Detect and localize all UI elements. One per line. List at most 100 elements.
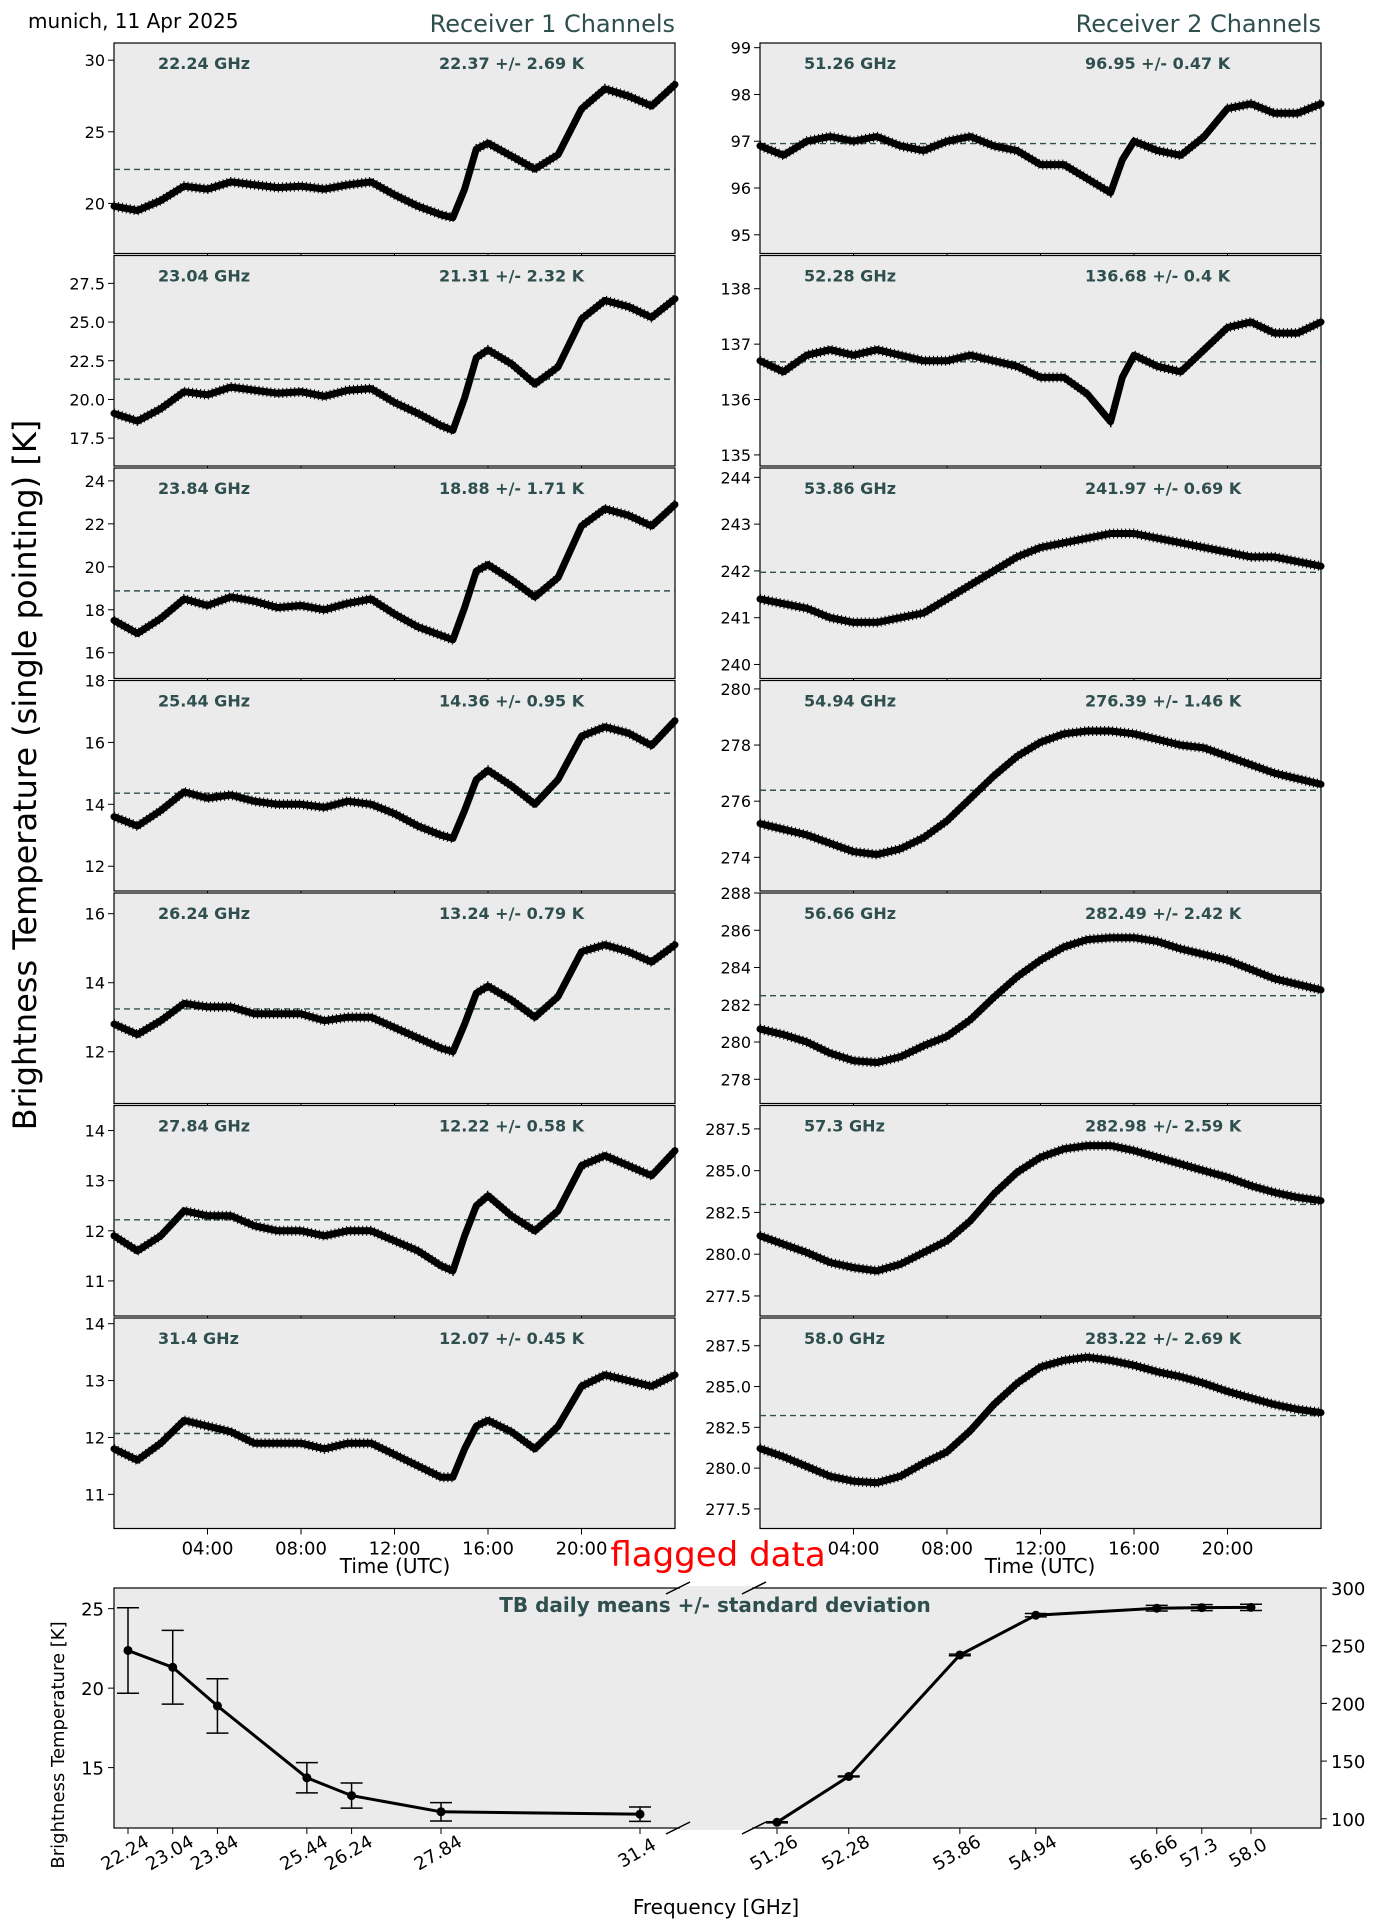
y-tick-label: 12 — [85, 1428, 105, 1447]
mean-point — [772, 1817, 782, 1827]
mean-point — [1152, 1603, 1162, 1613]
y-tick-label: 15 — [81, 1759, 104, 1780]
x-tick-label: 25.44 — [277, 1831, 332, 1875]
series-scatter — [113, 716, 676, 836]
x-tick-label: 27.84 — [411, 1831, 466, 1875]
panel-53-86-GHz: 240 241 242 243 244 53.86 GHz 241.97 +/- 0.69 … — [720, 467, 1325, 685]
x-tick-label: 52.28 — [818, 1831, 873, 1875]
y-tick-label: 250 — [1331, 1637, 1365, 1658]
y-tick-label: 25 — [81, 1600, 104, 1621]
stats-label: 282.98 +/- 2.59 K — [1085, 1117, 1242, 1136]
receiver1-title: Receiver 1 Channels — [430, 10, 675, 38]
summary-title: TB daily means +/- standard deviation — [499, 1593, 931, 1617]
series-line — [110, 941, 679, 1056]
mean-point — [1246, 1602, 1256, 1612]
series-line — [110, 501, 679, 644]
plot-area: 20 25 30 22.24 GHz 22.37 +/- 2.69 K 17.5 20.0 2… — [69, 39, 1365, 1876]
series-line — [756, 934, 1325, 1066]
series-line — [756, 318, 1325, 426]
y-tick-label: 243 — [720, 515, 751, 534]
mean-point — [1031, 1610, 1041, 1620]
series-line — [756, 1353, 1325, 1487]
panel-23-04-GHz: 17.5 20.0 22.5 25.0 27.5 23.04 GHz 21.31 +/- 2… — [69, 254, 679, 472]
y-tick-label: 12 — [85, 857, 105, 876]
x-tick-label: 23.04 — [142, 1831, 197, 1875]
y-tick-label: 282.5 — [705, 1418, 751, 1437]
stats-label: 276.39 +/- 1.46 K — [1085, 692, 1242, 711]
y-tick-label: 22 — [85, 515, 105, 534]
series-scatter — [113, 724, 676, 844]
panel-56-66-GHz: 278 280 282 284 286 288 56.66 GHz 282.49 +/- 2.… — [720, 884, 1325, 1110]
stats-label: 282.49 +/- 2.42 K — [1085, 904, 1242, 923]
x-tick-label: 58.0 — [1226, 1834, 1271, 1872]
channel-label: 23.04 GHz — [158, 267, 250, 286]
y-tick-label: 16 — [85, 905, 105, 924]
series-line — [756, 1142, 1325, 1275]
axis-break-mark — [741, 1821, 767, 1835]
global-y-axis-label: Brightness Temperature (single pointing)… — [6, 420, 44, 1131]
series-scatter — [759, 316, 1322, 420]
y-tick-label: 25.0 — [69, 313, 105, 332]
y-tick-label: 98 — [731, 85, 751, 104]
stats-label: 136.68 +/- 0.4 K — [1085, 267, 1231, 286]
panel-frame — [113, 467, 676, 680]
location-date-title: munich, 11 Apr 2025 — [28, 9, 238, 33]
y-tick-label: 135 — [720, 446, 751, 465]
x-tick-label: 16:00 — [1108, 1539, 1160, 1560]
y-tick-label: 282.5 — [705, 1203, 751, 1222]
series-scatter — [759, 106, 1322, 199]
series-line — [110, 81, 679, 222]
y-tick-label: 95 — [731, 226, 751, 245]
y-tick-label: 14 — [85, 795, 105, 814]
mean-point — [955, 1650, 965, 1660]
panel-frame — [113, 1104, 676, 1317]
y-tick-label: 300 — [1331, 1579, 1365, 1600]
summary-y-axis-label: Brightness Temperature [K] — [48, 1621, 69, 1868]
mean-point — [302, 1773, 312, 1783]
series-line — [756, 100, 1325, 197]
x-tick-label: 54.94 — [1005, 1831, 1060, 1875]
y-tick-label: 278 — [720, 1070, 751, 1089]
receiver2-title: Receiver 2 Channels — [1076, 10, 1321, 38]
y-tick-label: 277.5 — [705, 1500, 751, 1519]
channel-label: 23.84 GHz — [158, 479, 250, 498]
y-tick-label: 11 — [85, 1485, 105, 1504]
series-line — [110, 717, 679, 842]
series-scatter — [759, 932, 1322, 1060]
y-tick-label: 284 — [720, 959, 751, 978]
y-tick-label: 14 — [85, 1122, 105, 1141]
y-tick-label: 16 — [85, 733, 105, 752]
y-tick-label: 25 — [85, 123, 105, 142]
panel-57-3-GHz: 277.5 280.0 282.5 285.0 287.5 57.3 GHz 282.98 … — [705, 1104, 1325, 1322]
series-scatter — [759, 324, 1322, 428]
y-tick-label: 287.5 — [705, 1120, 751, 1139]
y-tick-label: 137 — [720, 335, 751, 354]
y-tick-label: 13 — [85, 1372, 105, 1391]
panel-frame — [759, 892, 1322, 1105]
channel-label: 56.66 GHz — [804, 904, 896, 923]
panel-frame — [113, 254, 676, 467]
y-tick-label: 11 — [85, 1272, 105, 1291]
panel-26-24-GHz: 12 14 16 26.24 GHz 13.24 +/- 0.79 K — [85, 892, 679, 1110]
y-tick-label: 14 — [85, 974, 105, 993]
x-tick-label: 56.66 — [1126, 1831, 1181, 1875]
series-line — [110, 1147, 679, 1275]
y-tick-label: 241 — [720, 609, 751, 628]
x-tick-label: 12:00 — [369, 1539, 421, 1560]
x-tick-label: 16:00 — [462, 1539, 514, 1560]
panel-frame — [759, 254, 1322, 467]
x-tick-label: 12:00 — [1015, 1539, 1067, 1560]
mean-point — [212, 1701, 222, 1711]
channel-label: 31.4 GHz — [158, 1329, 239, 1348]
panel-22-24-GHz: 20 25 30 22.24 GHz 22.37 +/- 2.69 K — [85, 42, 679, 260]
stats-label: 12.07 +/- 0.45 K — [439, 1329, 585, 1348]
axis-break-mark — [665, 1581, 691, 1595]
stats-label: 96.95 +/- 0.47 K — [1085, 54, 1231, 73]
series-scatter — [759, 940, 1322, 1068]
series-scatter — [113, 79, 676, 215]
y-tick-label: 138 — [720, 280, 751, 299]
y-tick-label: 12 — [85, 1043, 105, 1062]
mean-point — [436, 1807, 446, 1817]
y-tick-label: 280.0 — [705, 1459, 751, 1478]
y-tick-label: 280.0 — [705, 1245, 751, 1264]
